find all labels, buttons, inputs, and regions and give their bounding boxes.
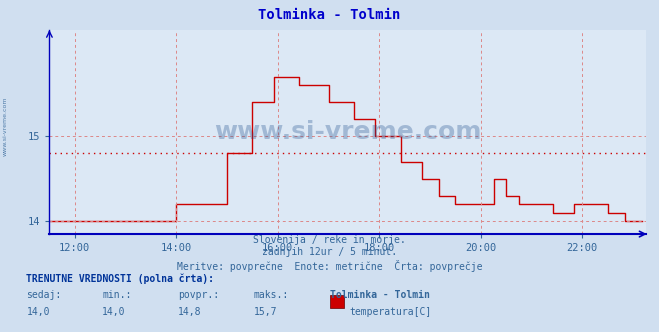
Text: 14,8: 14,8: [178, 307, 202, 317]
Text: povpr.:: povpr.:: [178, 290, 219, 300]
Text: Meritve: povprečne  Enote: metrične  Črta: povprečje: Meritve: povprečne Enote: metrične Črta:…: [177, 260, 482, 272]
Text: temperatura[C]: temperatura[C]: [349, 307, 432, 317]
Text: www.si-vreme.com: www.si-vreme.com: [214, 120, 481, 144]
Text: 14,0: 14,0: [102, 307, 126, 317]
Text: Slovenija / reke in morje.: Slovenija / reke in morje.: [253, 235, 406, 245]
Text: maks.:: maks.:: [254, 290, 289, 300]
Text: www.si-vreme.com: www.si-vreme.com: [3, 96, 8, 156]
Text: Tolminka - Tolmin: Tolminka - Tolmin: [330, 290, 430, 300]
Text: Tolminka - Tolmin: Tolminka - Tolmin: [258, 8, 401, 22]
Text: zadnjih 12ur / 5 minut.: zadnjih 12ur / 5 minut.: [262, 247, 397, 257]
Text: 15,7: 15,7: [254, 307, 277, 317]
Text: sedaj:: sedaj:: [26, 290, 61, 300]
Text: TRENUTNE VREDNOSTI (polna črta):: TRENUTNE VREDNOSTI (polna črta):: [26, 274, 214, 285]
Text: 14,0: 14,0: [26, 307, 50, 317]
Text: min.:: min.:: [102, 290, 132, 300]
